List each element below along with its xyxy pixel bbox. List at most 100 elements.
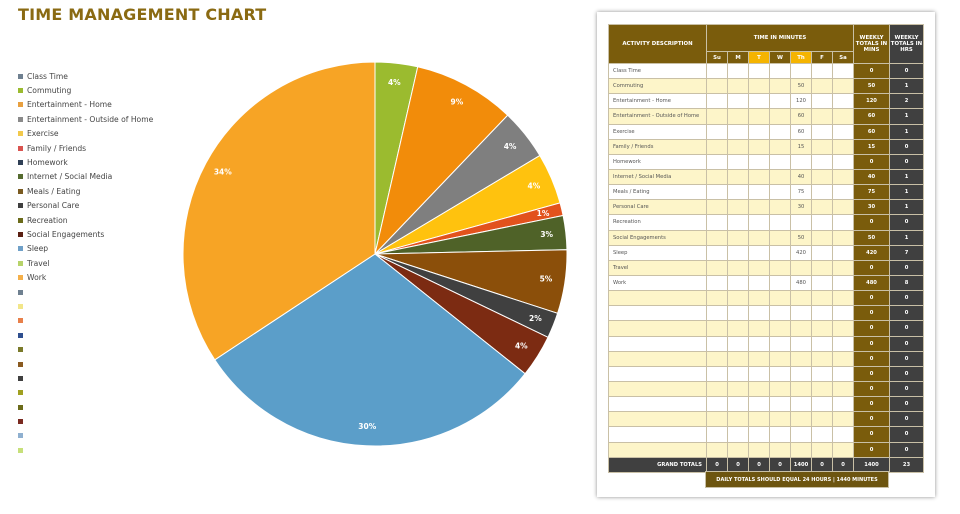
minutes-cell[interactable] (811, 320, 833, 337)
minutes-cell[interactable] (706, 244, 728, 261)
minutes-cell[interactable] (727, 184, 749, 201)
minutes-cell[interactable] (832, 214, 854, 231)
minutes-cell[interactable] (748, 108, 770, 125)
minutes-cell[interactable] (832, 229, 854, 246)
minutes-cell[interactable] (811, 229, 833, 246)
activity-cell[interactable] (608, 380, 707, 398)
minutes-cell[interactable] (706, 259, 728, 276)
minutes-cell[interactable] (811, 214, 833, 231)
minutes-cell[interactable] (748, 290, 770, 307)
activity-cell[interactable]: Personal Care (608, 199, 707, 216)
activity-cell[interactable] (608, 335, 707, 352)
minutes-cell[interactable] (811, 108, 833, 125)
minutes-cell[interactable] (748, 93, 770, 110)
minutes-cell[interactable] (727, 320, 749, 337)
minutes-cell[interactable] (790, 153, 812, 170)
minutes-cell[interactable] (811, 168, 833, 186)
minutes-cell[interactable] (769, 380, 791, 398)
minutes-cell[interactable] (769, 168, 791, 186)
minutes-cell[interactable] (748, 274, 770, 292)
minutes-cell[interactable] (790, 62, 812, 80)
minutes-cell[interactable] (706, 168, 728, 186)
minutes-cell[interactable] (727, 138, 749, 155)
minutes-cell[interactable] (832, 426, 854, 443)
minutes-cell[interactable] (748, 365, 770, 382)
minutes-cell[interactable] (706, 184, 728, 201)
activity-cell[interactable]: Meals / Eating (608, 184, 707, 201)
minutes-cell[interactable] (832, 320, 854, 337)
minutes-cell[interactable] (769, 62, 791, 80)
minutes-cell[interactable] (706, 320, 728, 337)
activity-cell[interactable] (608, 350, 707, 367)
activity-cell[interactable]: Sleep (608, 244, 707, 261)
minutes-cell[interactable] (748, 411, 770, 428)
minutes-cell[interactable] (706, 93, 728, 110)
minutes-cell[interactable] (769, 426, 791, 443)
minutes-cell[interactable] (811, 305, 833, 322)
activity-cell[interactable]: Internet / Social Media (608, 168, 707, 186)
minutes-cell[interactable] (706, 335, 728, 352)
minutes-cell[interactable] (706, 214, 728, 231)
minutes-cell[interactable] (769, 290, 791, 307)
minutes-cell[interactable]: 60 (790, 108, 812, 125)
minutes-cell[interactable] (727, 108, 749, 125)
minutes-cell[interactable] (769, 320, 791, 337)
minutes-cell[interactable] (832, 62, 854, 80)
minutes-cell[interactable]: 40 (790, 168, 812, 186)
minutes-cell[interactable] (706, 153, 728, 170)
minutes-cell[interactable] (811, 259, 833, 276)
activity-cell[interactable]: Class Time (608, 62, 707, 80)
minutes-cell[interactable]: 30 (790, 199, 812, 216)
minutes-cell[interactable] (748, 184, 770, 201)
minutes-cell[interactable]: 75 (790, 184, 812, 201)
minutes-cell[interactable]: 120 (790, 93, 812, 110)
minutes-cell[interactable] (727, 259, 749, 276)
activity-cell[interactable] (608, 365, 707, 382)
minutes-cell[interactable] (790, 290, 812, 307)
minutes-cell[interactable] (769, 244, 791, 261)
minutes-cell[interactable] (769, 214, 791, 231)
minutes-cell[interactable] (748, 123, 770, 140)
minutes-cell[interactable] (727, 380, 749, 398)
minutes-cell[interactable] (832, 259, 854, 276)
minutes-cell[interactable] (727, 411, 749, 428)
minutes-cell[interactable] (706, 350, 728, 367)
minutes-cell[interactable] (811, 123, 833, 140)
minutes-cell[interactable] (748, 78, 770, 95)
minutes-cell[interactable] (727, 153, 749, 170)
minutes-cell[interactable] (790, 426, 812, 443)
minutes-cell[interactable] (748, 138, 770, 155)
minutes-cell[interactable] (706, 62, 728, 80)
activity-cell[interactable]: Social Engagements (608, 229, 707, 246)
minutes-cell[interactable] (811, 93, 833, 110)
minutes-cell[interactable] (727, 365, 749, 382)
minutes-cell[interactable] (811, 184, 833, 201)
minutes-cell[interactable] (790, 396, 812, 413)
activity-cell[interactable]: Entertainment - Outside of Home (608, 108, 707, 125)
minutes-cell[interactable] (832, 335, 854, 352)
minutes-cell[interactable] (790, 259, 812, 276)
minutes-cell[interactable] (748, 214, 770, 231)
activity-cell[interactable] (608, 396, 707, 413)
minutes-cell[interactable] (811, 244, 833, 261)
minutes-cell[interactable] (769, 259, 791, 276)
minutes-cell[interactable] (769, 123, 791, 140)
minutes-cell[interactable] (811, 62, 833, 80)
minutes-cell[interactable] (790, 335, 812, 352)
minutes-cell[interactable] (727, 168, 749, 186)
minutes-cell[interactable] (832, 184, 854, 201)
minutes-cell[interactable] (769, 335, 791, 352)
minutes-cell[interactable] (832, 108, 854, 125)
minutes-cell[interactable] (769, 199, 791, 216)
minutes-cell[interactable] (811, 411, 833, 428)
minutes-cell[interactable] (727, 335, 749, 352)
minutes-cell[interactable] (790, 365, 812, 382)
minutes-cell[interactable] (769, 108, 791, 125)
minutes-cell[interactable]: 50 (790, 78, 812, 95)
minutes-cell[interactable] (727, 350, 749, 367)
minutes-cell[interactable] (790, 305, 812, 322)
minutes-cell[interactable] (748, 168, 770, 186)
minutes-cell[interactable] (790, 214, 812, 231)
minutes-cell[interactable] (811, 350, 833, 367)
minutes-cell[interactable] (832, 274, 854, 292)
